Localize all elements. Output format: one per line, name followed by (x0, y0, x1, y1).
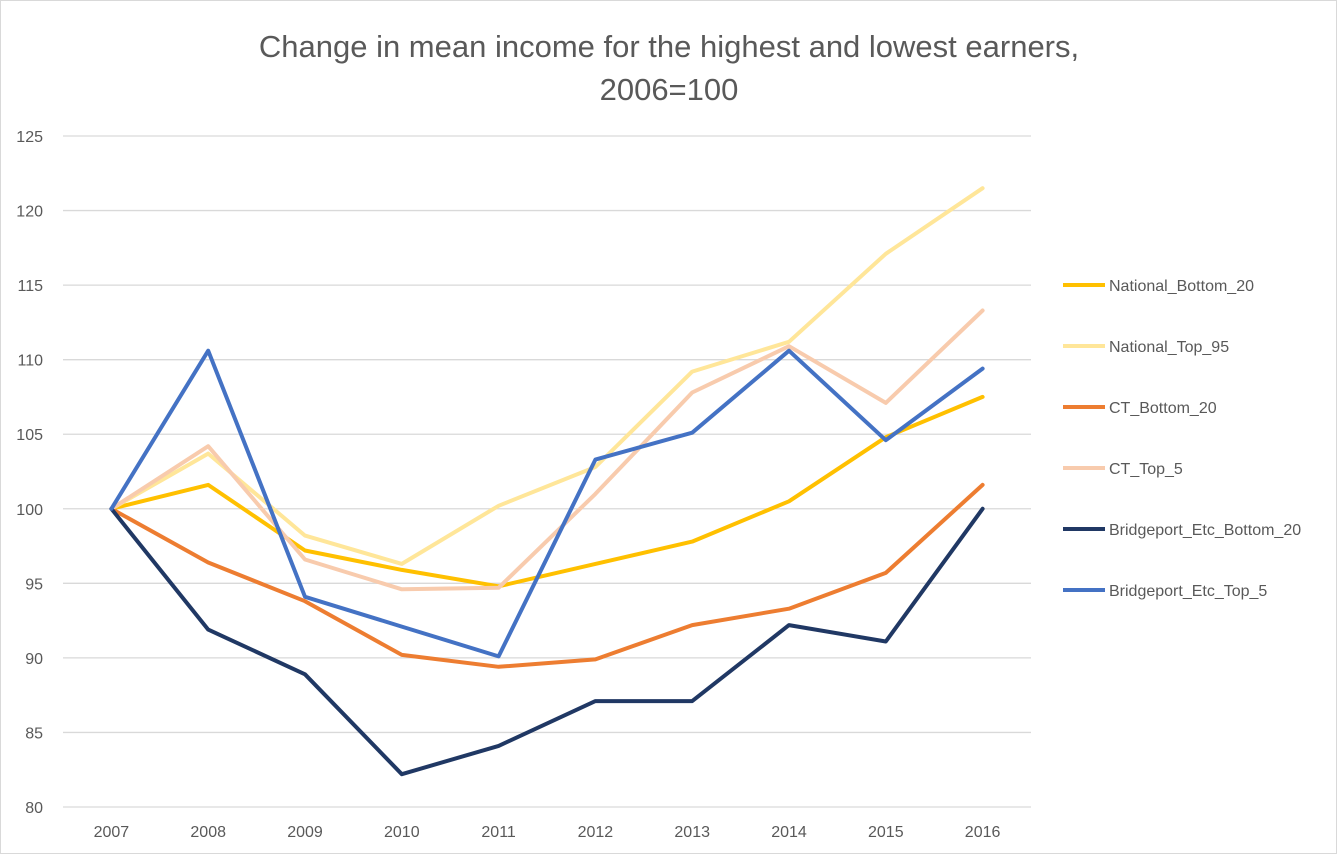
series-line-bridgeport-etc-bottom-20 (109, 506, 985, 777)
y-tick-label: 115 (17, 278, 43, 295)
x-tick-label: 2011 (481, 824, 516, 841)
x-tick-label: 2015 (868, 824, 904, 841)
series-line-national-top-95 (109, 186, 985, 566)
x-tick-label: 2012 (578, 824, 614, 841)
series-line-ct-top-5 (109, 308, 985, 592)
legend-item: CT_Bottom_20 (1063, 400, 1217, 417)
legend-label: National_Top_95 (1109, 339, 1229, 356)
legend-label: Bridgeport_Etc_Top_5 (1109, 583, 1267, 600)
legend-item: Bridgeport_Etc_Bottom_20 (1063, 522, 1301, 539)
legend-item: Bridgeport_Etc_Top_5 (1063, 583, 1267, 600)
gridlines (63, 135, 1031, 808)
y-tick-label: 120 (16, 204, 43, 221)
legend-label: CT_Top_5 (1109, 461, 1183, 478)
x-tick-label: 2014 (771, 824, 807, 841)
y-tick-label: 100 (16, 502, 43, 519)
legend-item: National_Bottom_20 (1063, 278, 1254, 295)
chart-title: Change in mean income for the highest an… (259, 29, 1079, 107)
y-tick-label: 80 (25, 800, 43, 817)
legend: National_Bottom_20 National_Top_95 CT_Bott… (1063, 278, 1301, 600)
y-tick-label: 95 (25, 576, 43, 593)
x-tick-label: 2016 (965, 824, 1001, 841)
y-tick-label: 105 (16, 427, 43, 444)
series-lines (109, 186, 985, 777)
x-axis-ticks: 2007 2008 2009 2010 2011 2012 2013 2014 2015 2016 (94, 824, 1001, 841)
series-line-ct-bottom-20 (109, 482, 985, 669)
y-tick-label: 90 (25, 651, 43, 668)
x-tick-label: 2007 (94, 824, 130, 841)
x-tick-label: 2008 (190, 824, 226, 841)
y-tick-label: 110 (17, 353, 43, 370)
y-tick-label: 125 (16, 129, 43, 146)
legend-label: Bridgeport_Etc_Bottom_20 (1109, 522, 1301, 539)
legend-label: CT_Bottom_20 (1109, 400, 1217, 417)
x-tick-label: 2010 (384, 824, 420, 841)
legend-item: National_Top_95 (1063, 339, 1229, 356)
y-axis-ticks: 80 85 90 95 100 105 110 115 120 125 (16, 129, 43, 817)
chart-title-line-1: Change in mean income for the highest an… (259, 29, 1079, 64)
legend-item: CT_Top_5 (1063, 461, 1183, 478)
series-line-national-bottom-20 (109, 394, 985, 589)
chart-title-line-2: 2006=100 (600, 72, 739, 107)
series-line-bridgeport-etc-top-5 (109, 348, 985, 659)
legend-label: National_Bottom_20 (1109, 278, 1254, 295)
x-tick-label: 2013 (674, 824, 710, 841)
x-tick-label: 2009 (287, 824, 323, 841)
y-tick-label: 85 (25, 725, 43, 742)
